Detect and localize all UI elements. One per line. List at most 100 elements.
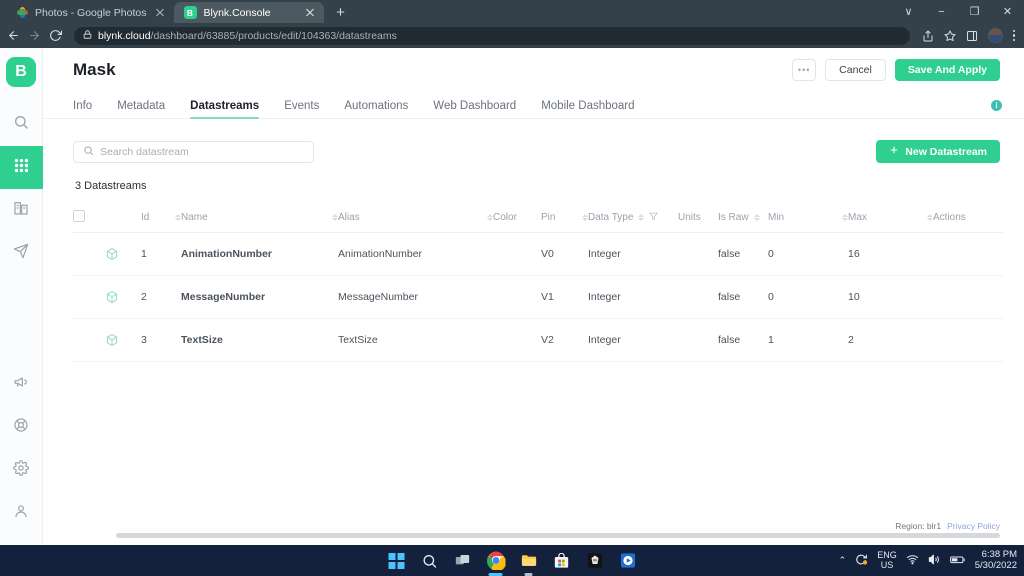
wifi-icon[interactable] (906, 553, 919, 568)
chrome-menu-icon[interactable] (1012, 29, 1015, 42)
chrome-icon[interactable] (485, 550, 507, 576)
row-select-cell (73, 275, 105, 319)
chrome-minimize-group-icon[interactable]: ∨ (904, 6, 913, 18)
browser-tab-blynk[interactable]: B Blynk.Console (173, 2, 324, 23)
store-icon[interactable] (551, 550, 573, 572)
th-alias[interactable]: Alias (338, 204, 493, 233)
clock[interactable]: 6:38 PM 5/30/2022 (975, 549, 1017, 572)
minimize-icon[interactable]: − (938, 5, 945, 18)
th-pin[interactable]: Pin (541, 204, 588, 233)
folder-icon[interactable] (518, 550, 540, 576)
plus-icon (889, 145, 899, 158)
tray-chevron-icon[interactable]: ⌃ (838, 555, 847, 565)
sort-icon[interactable] (638, 214, 645, 221)
browser-tab-title: Photos - Google Photos (35, 6, 147, 19)
select-all-checkbox[interactable] (73, 210, 85, 222)
blynk-logo[interactable]: B (6, 57, 36, 87)
footer-note: Region: blr1 Privacy Policy (895, 521, 1000, 531)
filter-icon[interactable] (649, 212, 659, 224)
tab-datastreams[interactable]: Datastreams (190, 100, 260, 119)
maximize-icon[interactable]: ❐ (969, 6, 980, 18)
row-actions[interactable] (933, 318, 1003, 362)
th-id[interactable]: Id (141, 204, 181, 233)
sort-icon[interactable] (582, 214, 588, 221)
sidebar-item-account[interactable] (0, 492, 43, 535)
table-row[interactable]: 3 TextSize TextSize V2 Integer false 1 2 (73, 318, 1003, 362)
row-actions[interactable] (933, 275, 1003, 319)
sort-icon[interactable] (753, 214, 760, 221)
lock-icon (83, 29, 92, 42)
share-icon[interactable] (922, 30, 934, 42)
app-content: Mask ••• Cancel Save And Apply Info Meta… (43, 48, 1024, 545)
tab-info[interactable]: Info (73, 100, 93, 112)
search-datastream-box[interactable] (73, 140, 314, 163)
language-indicator[interactable]: ENG US (877, 550, 897, 570)
media-player-icon[interactable] (617, 550, 639, 572)
back-icon[interactable] (7, 29, 20, 42)
close-icon[interactable] (304, 7, 316, 19)
cube-icon (105, 290, 141, 304)
sidebar-item-devices[interactable] (0, 146, 43, 189)
th-data-type[interactable]: Data Type (588, 204, 678, 233)
volume-icon[interactable] (928, 553, 941, 568)
tab-metadata[interactable]: Metadata (117, 100, 166, 112)
tab-web-dashboard[interactable]: Web Dashboard (433, 100, 517, 112)
sidebar-item-organizations[interactable] (0, 189, 43, 232)
tab-automations[interactable]: Automations (344, 100, 409, 112)
close-icon[interactable]: ✕ (1002, 6, 1013, 18)
table-row[interactable]: 1 AnimationNumber AnimationNumber V0 Int… (73, 232, 1003, 276)
windows-start-icon[interactable] (386, 550, 408, 572)
sidebar-item-settings[interactable] (0, 449, 43, 492)
th-max[interactable]: Max (848, 204, 933, 233)
th-is-raw[interactable]: Is Raw (718, 204, 768, 233)
th-name[interactable]: Name (181, 204, 338, 233)
sidebar-item-automations[interactable] (0, 232, 43, 275)
new-tab-button[interactable]: + (336, 4, 345, 21)
sort-icon[interactable] (175, 214, 181, 221)
horizontal-scrollbar[interactable] (116, 533, 1000, 538)
sort-icon[interactable] (487, 214, 493, 221)
tab-events[interactable]: Events (284, 100, 320, 112)
browser-tabstrip: Photos - Google Photos B Blynk.Console +… (0, 0, 1024, 23)
sidebar-item-support[interactable] (0, 406, 43, 449)
language-line2: US (880, 559, 894, 570)
sidebar-item-announcements[interactable] (0, 363, 43, 406)
sort-icon[interactable] (842, 214, 848, 221)
close-icon[interactable] (154, 7, 166, 19)
sync-icon[interactable] (855, 553, 868, 568)
browser-toolbar: blynk.cloud/dashboard/63885/products/edi… (0, 23, 1024, 48)
table-row[interactable]: 2 MessageNumber MessageNumber V1 Integer… (73, 275, 1003, 319)
reload-icon[interactable] (49, 29, 62, 42)
save-and-apply-button[interactable]: Save And Apply (894, 58, 1000, 81)
th-name-label: Name (181, 212, 208, 223)
taskbar-search-icon[interactable] (419, 550, 441, 572)
more-options-button[interactable]: ••• (792, 58, 817, 81)
sort-icon[interactable] (927, 214, 933, 221)
sidebar-item-search[interactable] (0, 103, 43, 146)
task-view-icon[interactable] (452, 550, 474, 572)
row-icon-cell (105, 232, 141, 276)
cancel-button[interactable]: Cancel (825, 58, 886, 81)
profile-avatar[interactable] (987, 28, 1003, 43)
th-select (73, 204, 105, 233)
battery-icon[interactable] (949, 553, 966, 568)
paper-plane-icon (13, 243, 29, 264)
bookmark-star-icon[interactable] (944, 30, 956, 42)
new-datastream-button[interactable]: New Datastream (876, 140, 1000, 163)
address-bar[interactable]: blynk.cloud/dashboard/63885/products/edi… (74, 26, 910, 45)
browser-tab-photos[interactable]: Photos - Google Photos (6, 2, 174, 23)
th-min[interactable]: Min (768, 204, 848, 233)
address-domain: blynk.cloud (98, 29, 151, 42)
info-badge-icon[interactable]: i (991, 100, 1002, 111)
search-input[interactable] (100, 145, 304, 158)
row-color-cell (493, 232, 541, 276)
new-datastream-label: New Datastream (905, 145, 987, 158)
row-actions[interactable] (933, 232, 1003, 276)
address-path: /dashboard/63885/products/edit/104363/da… (150, 29, 397, 42)
tab-mobile-dashboard[interactable]: Mobile Dashboard (541, 100, 635, 112)
sort-icon[interactable] (332, 214, 338, 221)
privacy-policy-link[interactable]: Privacy Policy (947, 521, 1000, 531)
side-panel-icon[interactable] (966, 30, 978, 42)
predator-icon[interactable] (584, 550, 606, 572)
th-data-type-label: Data Type (588, 212, 634, 223)
